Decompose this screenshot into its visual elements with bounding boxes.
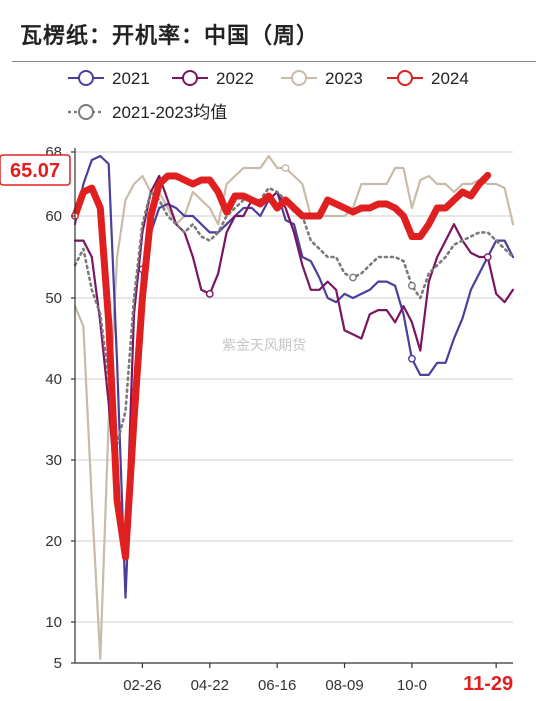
series-4 xyxy=(73,186,515,446)
legend-item-0: 2021 xyxy=(68,69,150,88)
legend-label-1: 2022 xyxy=(216,69,254,88)
title-divider xyxy=(12,61,536,62)
chart-title: 瓦楞纸：开机率：中国（周） xyxy=(20,23,320,49)
legend-item-4: 2021-2023均值 xyxy=(68,103,227,122)
series-layer xyxy=(71,154,515,660)
watermark-text: 紫金天风期货 xyxy=(222,337,306,353)
legend-swatch-marker-3 xyxy=(397,70,413,86)
legend-label-0: 2021 xyxy=(112,69,150,88)
series-3 xyxy=(71,171,492,561)
y-tick-label-20: 20 xyxy=(45,533,62,550)
x-tick-label-1: 04-22 xyxy=(191,677,229,694)
y-tick-label-50: 50 xyxy=(45,290,62,307)
y-tick-label-40: 40 xyxy=(45,371,62,388)
x-tick-label-2: 06-16 xyxy=(258,677,296,694)
series-marker-2-0 xyxy=(281,164,290,172)
value-callout: 65.07 xyxy=(0,154,71,186)
callout-value: 65.07 xyxy=(10,160,60,182)
series-marker-0-1 xyxy=(408,354,416,363)
x-tick-label-3: 08-09 xyxy=(325,677,363,694)
x-tick-label-4: 10-0 xyxy=(397,677,427,694)
legend-label-4: 2021-2023均值 xyxy=(112,103,227,122)
legend-swatch-marker-2 xyxy=(291,70,307,86)
legend-swatch-marker-0 xyxy=(78,70,94,86)
callout-box xyxy=(0,154,71,186)
x-tick-label-0: 02-26 xyxy=(123,677,161,694)
series-line-3 xyxy=(71,171,492,561)
y-tick-label-10: 10 xyxy=(45,614,62,631)
legend-label-2: 2023 xyxy=(325,69,363,88)
series-marker-1-0 xyxy=(205,289,214,298)
series-line-0 xyxy=(73,154,515,599)
series-marker-1-1 xyxy=(483,253,492,261)
gridlines xyxy=(75,151,513,623)
y-tick-label-30: 30 xyxy=(45,452,62,469)
y-tick-label-5: 5 xyxy=(54,655,62,672)
series-line-4 xyxy=(73,186,515,446)
legend-label-3: 2024 xyxy=(431,69,469,88)
y-tick-label-60: 60 xyxy=(45,208,62,225)
legend: 2021 2022 2023 2024 2021-2023均值 xyxy=(68,69,469,122)
legend-item-3: 2024 xyxy=(387,69,469,88)
legend-swatch-marker-1 xyxy=(182,70,198,86)
series-line-2 xyxy=(73,154,515,660)
legend-item-2: 2023 xyxy=(281,69,363,88)
series-marker-4-0 xyxy=(349,273,357,282)
legend-swatch-marker-4 xyxy=(78,104,94,120)
series-2 xyxy=(73,154,515,660)
series-marker-4-1 xyxy=(408,281,416,290)
x-tick-label-5: 11-29 xyxy=(463,673,513,695)
series-0 xyxy=(73,154,515,599)
legend-item-1: 2022 xyxy=(172,69,254,88)
